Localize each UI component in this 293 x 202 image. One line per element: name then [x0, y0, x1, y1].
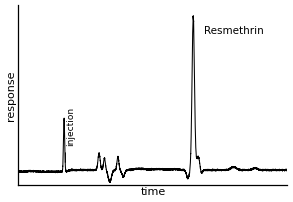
Text: Resmethrin: Resmethrin [204, 25, 264, 36]
X-axis label: time: time [140, 186, 166, 197]
Y-axis label: response: response [6, 70, 16, 120]
Text: injection: injection [66, 106, 75, 145]
